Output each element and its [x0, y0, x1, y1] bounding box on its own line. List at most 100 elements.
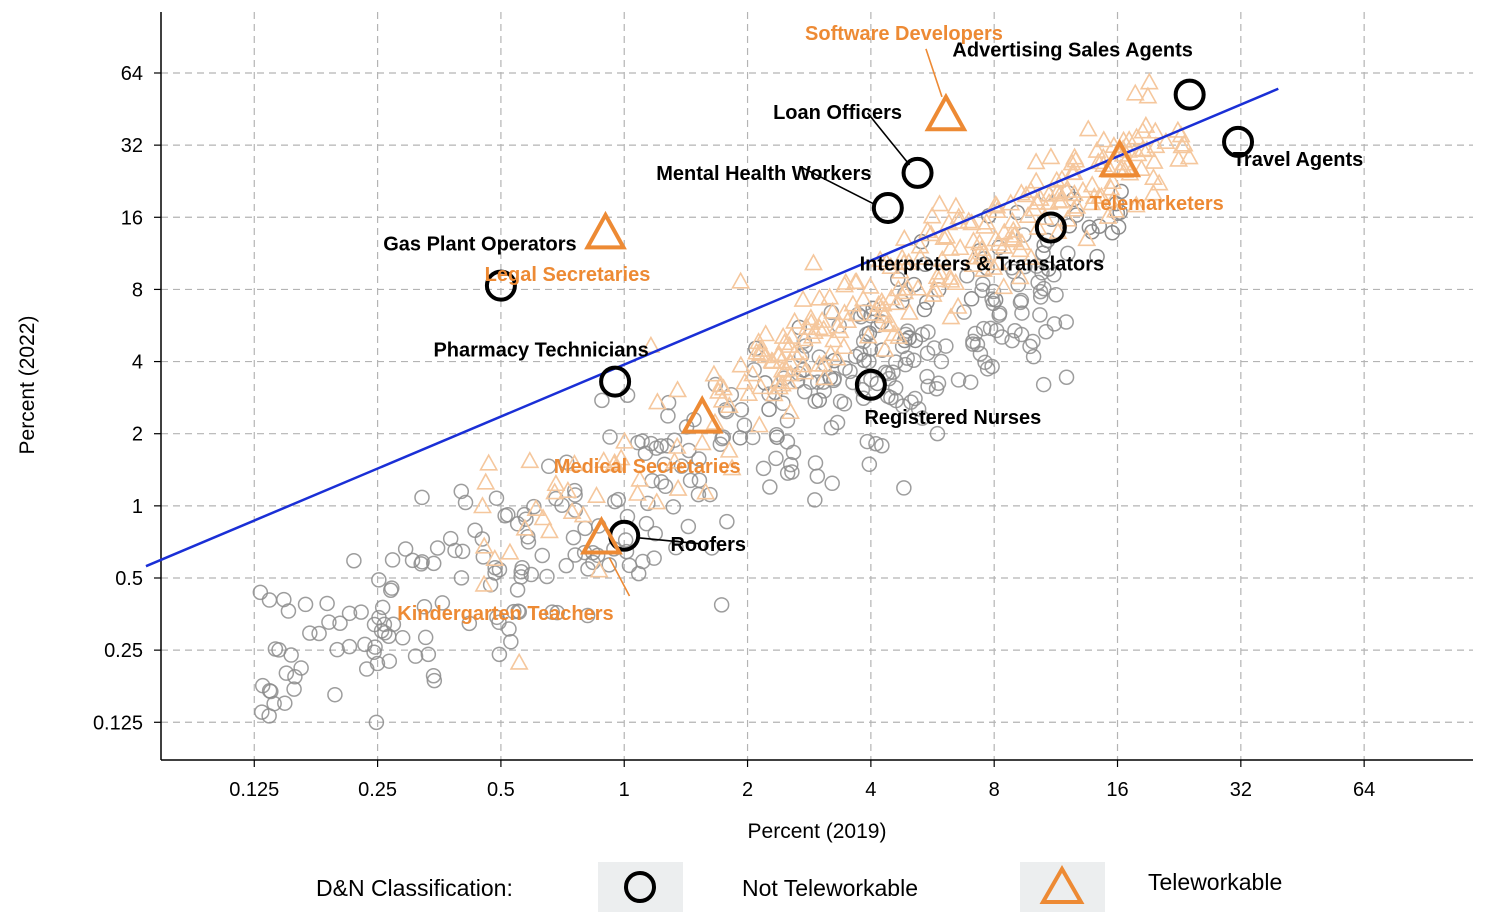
x-tick-label: 1 — [619, 779, 630, 801]
occupation-point — [865, 303, 884, 321]
occupation-point — [321, 614, 337, 630]
occupation-point — [1039, 184, 1059, 202]
registered-nurses-marker — [854, 368, 887, 401]
occupation-point — [682, 472, 699, 489]
occupation-point — [705, 412, 725, 430]
occupation-point — [696, 482, 716, 500]
legend-label-teleworkable: Teleworkable — [1148, 869, 1282, 895]
occupation-point — [950, 238, 970, 256]
occupation-point — [414, 489, 430, 506]
occupation-point — [611, 448, 631, 466]
occupation-point — [809, 468, 826, 485]
occupation-point — [1138, 86, 1158, 104]
occupation-point — [252, 584, 269, 601]
occupation-point — [1113, 183, 1129, 200]
occupation-point — [518, 511, 534, 527]
occupation-point — [539, 521, 559, 539]
loan-officers-marker — [901, 156, 934, 189]
occupation-point — [793, 289, 813, 307]
occupation-point — [500, 506, 516, 523]
occupation-point — [346, 552, 362, 569]
occupation-point — [797, 317, 817, 335]
occupation-point — [656, 456, 673, 473]
occupation-point — [785, 311, 805, 329]
y-tick-label: 16 — [121, 207, 143, 229]
occupation-point — [969, 336, 986, 353]
occupation-point — [1041, 147, 1061, 165]
occupation-point — [267, 641, 284, 657]
occupation-point — [861, 456, 878, 473]
occupation-point — [1064, 162, 1084, 180]
occupation-point — [647, 525, 663, 542]
occupation-point — [604, 454, 624, 472]
occupation-point — [1092, 186, 1111, 204]
occupation-point — [889, 326, 909, 344]
occupation-point — [1098, 206, 1118, 224]
y-tick-label: 4 — [132, 352, 143, 374]
roofers-label: Roofers — [670, 534, 746, 556]
registered-nurses-label: Registered Nurses — [864, 407, 1041, 429]
advertising-sales-agents-label: Advertising Sales Agents — [952, 40, 1192, 62]
occupation-point — [846, 272, 866, 290]
occupation-point — [653, 438, 669, 454]
software-developers-leader-line — [925, 48, 943, 98]
occupation-point — [1156, 131, 1176, 150]
occupation-point — [963, 291, 980, 307]
occupation-point — [488, 490, 505, 506]
occupation-point — [899, 252, 919, 270]
occupation-point — [1094, 130, 1114, 148]
occupation-point — [982, 320, 999, 337]
occupation-point — [546, 474, 566, 492]
occupation-point — [836, 272, 856, 290]
occupation-point — [461, 615, 478, 632]
occupation-point — [888, 354, 904, 370]
occupation-point — [280, 603, 297, 619]
x-tick-label: 4 — [865, 779, 876, 801]
occupation-point — [873, 294, 893, 312]
occupation-point — [769, 344, 789, 362]
occupation-point — [489, 609, 505, 626]
occupation-point — [820, 287, 840, 305]
occupation-point — [384, 552, 401, 568]
occupation-point — [828, 316, 848, 334]
occupation-point — [384, 580, 400, 596]
mental-health-workers-label: Mental Health Workers — [656, 163, 871, 185]
x-tick-label: 0.25 — [358, 779, 397, 801]
occupation-point — [453, 483, 470, 500]
occupation-point — [1036, 280, 1052, 297]
occupation-point — [467, 522, 483, 539]
occupation-point — [922, 206, 942, 224]
occupation-point — [520, 451, 540, 469]
occupation-point — [829, 414, 846, 431]
occupation-point — [474, 574, 494, 592]
occupation-point — [823, 420, 840, 436]
occupation-point — [713, 597, 730, 613]
occupation-point — [1026, 171, 1046, 189]
occupation-point — [962, 374, 979, 390]
occupation-point — [1126, 195, 1146, 213]
interpreters-and-translators-marker — [1034, 211, 1067, 244]
occupation-point — [715, 429, 732, 445]
occupation-point — [534, 547, 551, 564]
occupation-point — [975, 276, 991, 292]
occupation-point — [474, 536, 494, 554]
occupation-point — [859, 433, 876, 450]
occupation-point — [1078, 119, 1098, 137]
occupation-point — [615, 431, 635, 449]
occupation-point — [811, 392, 827, 408]
x-tick-label: 0.5 — [487, 779, 515, 801]
occupation-point — [617, 532, 634, 548]
occupation-point — [503, 634, 519, 650]
occupation-point — [793, 355, 813, 373]
occupation-point — [874, 438, 890, 454]
occupation-point — [358, 661, 375, 677]
medical-secretaries-label: Medical Secretaries — [554, 456, 741, 478]
occupation-point — [397, 541, 414, 557]
occupation-point — [647, 492, 667, 510]
occupation-point — [680, 518, 697, 535]
occupation-point — [903, 394, 919, 410]
occupation-point — [473, 496, 492, 514]
occupation-point — [814, 368, 834, 386]
occupation-point — [454, 543, 471, 560]
occupation-point — [487, 565, 503, 581]
